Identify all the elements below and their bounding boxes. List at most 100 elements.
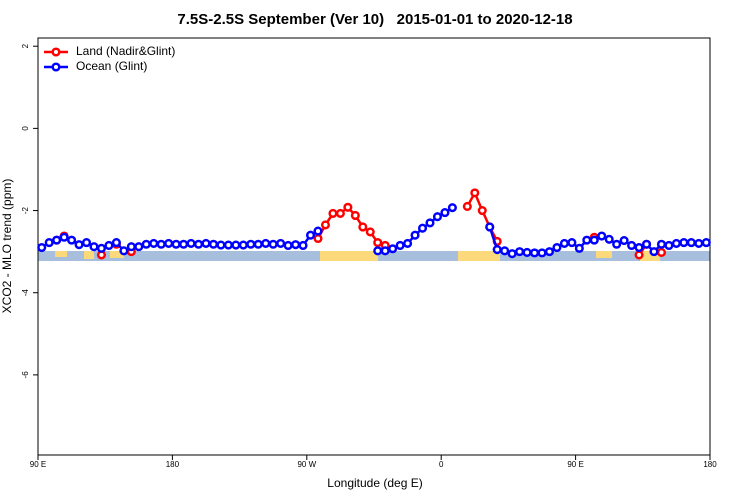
data-point <box>492 245 502 255</box>
data-point <box>529 248 540 258</box>
y-tick-label: 2 <box>21 43 30 48</box>
y-tick-label: -2 <box>21 206 30 214</box>
data-point <box>111 238 121 248</box>
data-point <box>634 250 644 260</box>
data-point <box>231 240 241 250</box>
x-tick-label: 0 <box>439 460 444 469</box>
data-point <box>305 230 316 240</box>
data-point <box>52 235 62 245</box>
data-point <box>253 239 263 249</box>
data-point <box>104 240 114 251</box>
data-point <box>417 223 428 233</box>
data-point <box>380 246 390 256</box>
data-point <box>619 235 629 246</box>
data-point <box>432 212 443 222</box>
data-point <box>694 238 704 248</box>
y-tick-label: -6 <box>21 371 30 379</box>
data-point <box>216 240 226 250</box>
y-tick-label: -4 <box>21 289 30 297</box>
x-tick-label: 180 <box>703 460 717 469</box>
data-point <box>335 208 345 218</box>
data-point <box>552 242 562 253</box>
data-point <box>223 240 233 250</box>
data-point <box>641 239 652 249</box>
data-point <box>67 235 77 245</box>
data-point <box>462 201 472 211</box>
x-tick-label: 180 <box>166 460 180 469</box>
land-strip <box>84 251 94 259</box>
chart-title: 7.5S-2.5S September (Ver 10) 2015-01-01 … <box>177 11 572 28</box>
data-point <box>283 240 293 251</box>
data-point <box>320 220 331 230</box>
data-point <box>313 233 323 244</box>
data-point <box>604 234 614 244</box>
data-point <box>612 239 622 249</box>
land-strip <box>320 251 378 261</box>
data-point <box>291 240 301 250</box>
data-point <box>507 249 517 259</box>
data-point <box>597 231 607 241</box>
data-point <box>440 208 450 218</box>
data-point <box>238 240 248 250</box>
x-tick-label: 90 E <box>30 460 46 469</box>
data-point <box>179 239 189 249</box>
data-point <box>627 240 637 251</box>
data-point <box>373 238 383 248</box>
data-point <box>89 242 99 252</box>
data-point <box>268 239 278 249</box>
data-point <box>515 247 525 257</box>
data-point <box>656 247 667 258</box>
data-point <box>193 239 204 249</box>
legend-label: Ocean (Glint) <box>76 59 147 73</box>
data-point <box>350 210 360 221</box>
land-strip <box>110 251 124 258</box>
data-point <box>574 243 584 253</box>
legend-marker <box>51 62 61 72</box>
y-tick-label: 0 <box>21 126 30 131</box>
data-point <box>164 238 174 248</box>
data-point <box>671 238 681 248</box>
data-point <box>246 239 256 249</box>
x-tick-label: 90 E <box>567 460 583 469</box>
data-point <box>634 242 644 253</box>
x-tick-label: 90 W <box>297 460 316 469</box>
data-point <box>679 238 689 248</box>
data-point <box>201 238 211 248</box>
data-point <box>149 238 159 248</box>
data-point <box>343 202 353 212</box>
data-point <box>74 240 84 250</box>
data-point <box>186 238 196 248</box>
land-strip <box>458 251 500 261</box>
data-point <box>656 239 667 249</box>
data-point <box>96 243 107 253</box>
data-point <box>567 238 577 248</box>
data-point <box>171 239 181 249</box>
data-point <box>365 227 375 237</box>
data-point <box>403 238 413 248</box>
data-point <box>388 244 398 254</box>
data-point <box>328 208 338 218</box>
x-axis-title: Longitude (deg E) <box>327 476 422 490</box>
data-point <box>156 239 166 249</box>
data-point <box>276 238 286 248</box>
data-point <box>537 248 547 258</box>
y-axis-title: XCO2 - MLO trend (ppm) <box>0 179 14 314</box>
data-point <box>477 206 487 216</box>
data-point <box>373 246 383 256</box>
data-point <box>141 239 151 249</box>
data-point <box>134 242 144 252</box>
data-point <box>664 240 674 251</box>
data-point <box>522 247 532 258</box>
data-point <box>59 232 69 242</box>
data-point <box>447 203 457 213</box>
data-point <box>485 222 495 232</box>
data-point <box>261 238 271 248</box>
data-point <box>425 218 435 228</box>
data-point <box>37 242 47 253</box>
data-point <box>119 246 129 256</box>
data-point <box>470 188 480 198</box>
land-strip <box>596 251 612 258</box>
data-point <box>208 239 219 249</box>
legend-marker <box>51 47 61 57</box>
